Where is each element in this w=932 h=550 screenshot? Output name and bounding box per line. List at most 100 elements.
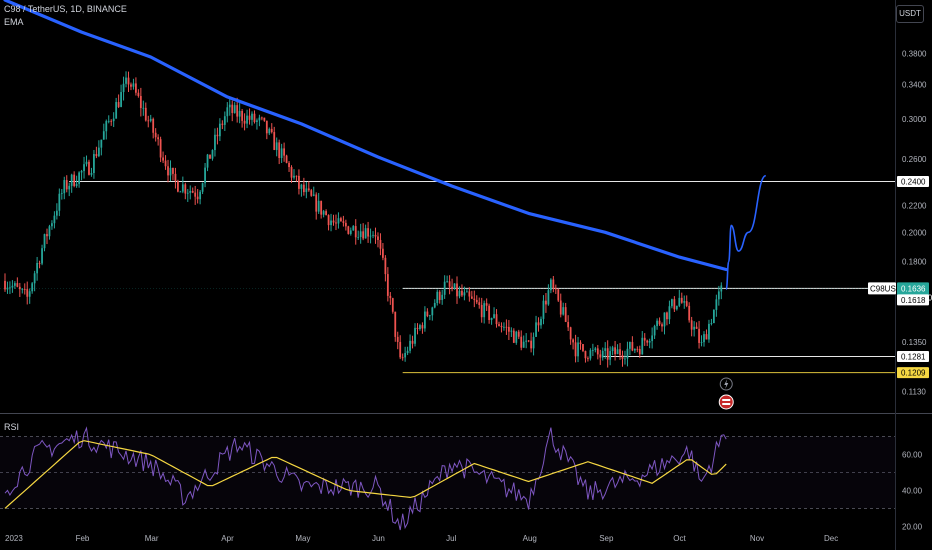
ema-line <box>3 0 728 272</box>
candle-body <box>359 231 362 237</box>
candle-body <box>268 128 271 134</box>
candle-body <box>288 162 290 168</box>
candle-body <box>28 291 31 297</box>
candle-body <box>97 147 100 157</box>
price-axis-tick: 0.3800 <box>902 49 927 58</box>
candle-body <box>189 190 192 193</box>
candle-body <box>705 334 708 340</box>
candle-body <box>441 294 444 300</box>
candle-body <box>409 340 411 351</box>
candle-body <box>448 281 451 287</box>
candle-body <box>475 299 478 303</box>
candle-body <box>663 312 666 327</box>
candle-body <box>362 231 365 239</box>
candle-body <box>589 350 592 359</box>
candle-body <box>384 257 387 275</box>
candle-body <box>510 330 513 332</box>
candle-body <box>631 341 634 351</box>
candle-body <box>616 349 619 355</box>
candle-body <box>169 167 172 176</box>
candle-body <box>416 327 419 329</box>
candle-body <box>83 164 85 172</box>
candle-body <box>633 348 636 351</box>
candle-body <box>179 191 182 193</box>
candle-body <box>369 235 372 237</box>
time-axis-label: Oct <box>673 534 686 543</box>
candle-body <box>406 350 409 353</box>
candle-body <box>293 175 295 178</box>
candle-body <box>461 290 463 296</box>
candle-body <box>147 120 150 122</box>
candle-body <box>540 318 542 326</box>
candle-body <box>243 120 246 124</box>
candle-body <box>209 154 211 159</box>
candle-body <box>515 331 518 343</box>
candle-body <box>38 263 41 264</box>
candle-body <box>36 263 39 274</box>
flag-icon <box>718 394 734 410</box>
secondary-price-label: 0.1618 <box>901 296 926 305</box>
candle-body <box>517 331 520 337</box>
candle-body <box>275 142 278 150</box>
candle-body <box>322 211 325 215</box>
candle-body <box>582 344 584 352</box>
candle-body <box>414 327 416 344</box>
candle-body <box>332 220 335 223</box>
level-label-0.1209: 0.1209 <box>901 369 926 378</box>
candle-body <box>270 128 273 133</box>
candle-body <box>490 318 493 321</box>
candle-body <box>433 303 436 308</box>
candle-body <box>364 228 367 239</box>
symbol-legend: C98 / TetherUS, 1D, BINANCE <box>4 4 127 14</box>
candle-body <box>483 303 486 318</box>
candle-body <box>68 185 71 190</box>
candle-body <box>401 357 404 359</box>
candle-body <box>424 311 426 329</box>
lightning-icon-glyph <box>724 379 729 389</box>
time-axis-label: Sep <box>599 534 614 543</box>
candle-body <box>33 273 36 284</box>
candle-body <box>48 226 51 237</box>
price-axis-tick: 0.2200 <box>902 202 927 211</box>
level-label-0.1281-bg <box>897 351 929 363</box>
candle-body <box>470 296 473 299</box>
candle-body <box>70 174 73 186</box>
candle-body <box>431 307 434 316</box>
candle-body <box>559 300 562 315</box>
candle-body <box>349 230 352 234</box>
candle-body <box>656 320 658 327</box>
candle-body <box>310 190 313 196</box>
candle-body <box>399 341 402 358</box>
candle-body <box>228 104 231 108</box>
candle-body <box>105 121 108 132</box>
candle-body <box>199 191 202 200</box>
candle-body <box>204 167 206 184</box>
candle-body <box>579 342 582 345</box>
candle-body <box>172 167 174 174</box>
candle-body <box>675 305 678 310</box>
candle-body <box>253 113 256 122</box>
candle-body <box>93 154 95 174</box>
secondary-price-bg <box>897 294 929 306</box>
candle-body <box>122 83 125 93</box>
candle-body <box>85 161 88 165</box>
candle-body <box>55 210 58 216</box>
candle-body <box>643 337 646 341</box>
candle-body <box>18 286 21 290</box>
candle-body <box>436 291 439 304</box>
candle-body <box>458 290 461 297</box>
candle-body <box>352 226 355 231</box>
candle-body <box>584 351 587 359</box>
candle-body <box>236 105 239 117</box>
candle-body <box>265 120 268 134</box>
candle-body <box>43 234 46 249</box>
candle-body <box>710 323 713 324</box>
currency-button[interactable]: USDT <box>896 5 924 23</box>
candle-body <box>572 339 574 343</box>
candle-body <box>557 289 560 301</box>
candle-body <box>211 150 214 159</box>
candle-body <box>21 289 24 290</box>
symbol-tag: C98USDT <box>870 284 907 293</box>
candle-body <box>527 340 530 342</box>
